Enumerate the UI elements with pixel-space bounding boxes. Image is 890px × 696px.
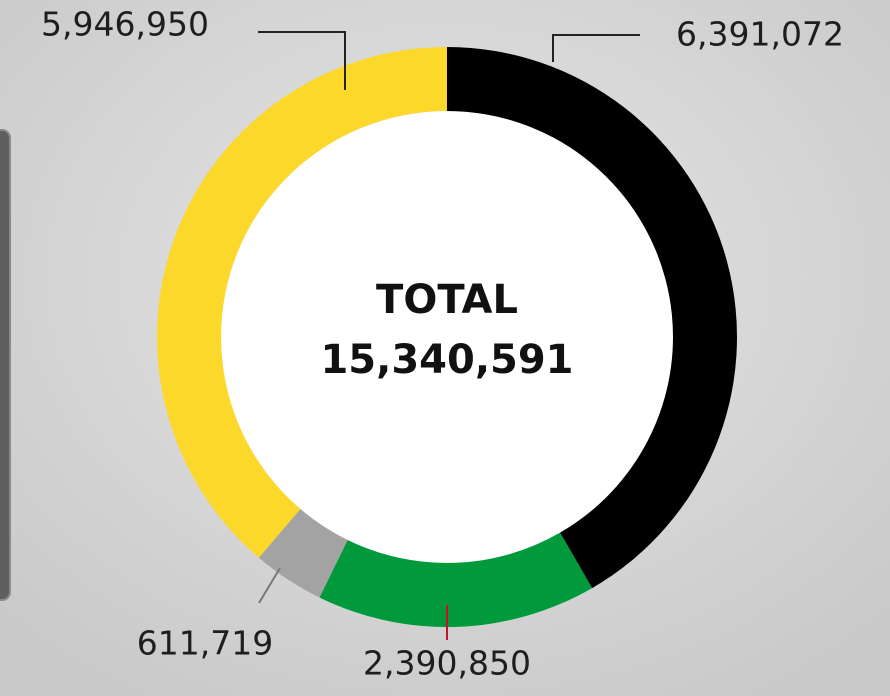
center-title: TOTAL (376, 277, 518, 323)
data-label: 2,390,850 (363, 644, 531, 683)
page: {"chart_data": {"type": "donut", "values… (0, 0, 890, 696)
center-total: 15,340,591 (320, 337, 573, 383)
data-label: 5,946,950 (41, 5, 209, 44)
side-panel (0, 130, 10, 600)
data-label: 611,719 (137, 624, 273, 663)
data-label: 6,391,072 (676, 15, 844, 54)
chart: TOTAL 15,340,591 6,391,072 2,390,850 611,7… (0, 0, 890, 696)
